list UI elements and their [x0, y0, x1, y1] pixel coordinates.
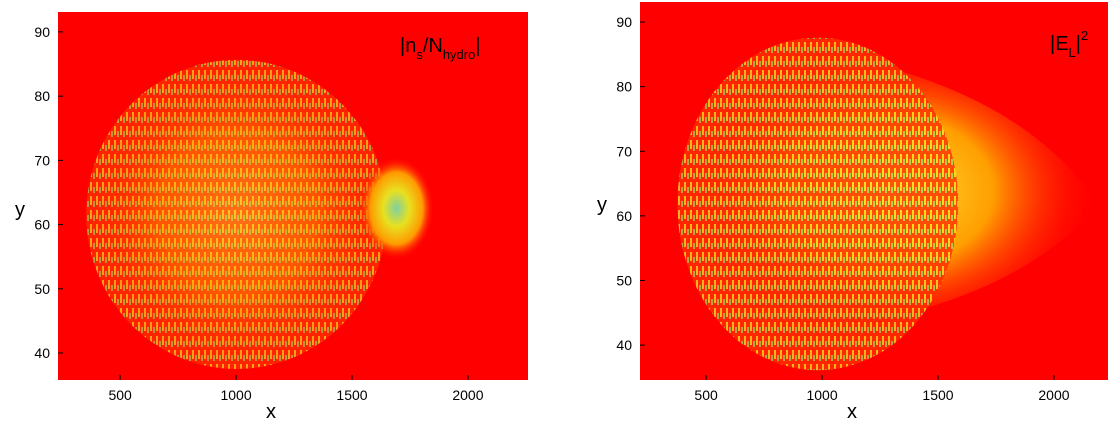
- y-tick-label: 70: [616, 143, 632, 159]
- y-tick-label: 50: [616, 272, 632, 288]
- y-tick-label: 40: [34, 345, 50, 361]
- y-tick-label: 80: [34, 88, 50, 104]
- y-tick-label: 90: [34, 24, 50, 40]
- x-tick-label: 2000: [452, 387, 483, 403]
- panel-title: |EL|2: [1050, 28, 1088, 60]
- y-tick-label: 50: [34, 281, 50, 297]
- y-tick-label: 70: [34, 152, 50, 168]
- y-tick-label: 90: [616, 14, 632, 30]
- y-axis-label: y: [597, 194, 607, 216]
- y-tick-label: 60: [616, 208, 632, 224]
- plume-tip: [358, 156, 434, 260]
- x-tick-label: 500: [694, 387, 718, 403]
- y-tick-label: 40: [616, 337, 632, 353]
- plume: [677, 37, 959, 371]
- x-axis-label: x: [266, 401, 276, 423]
- x-axis-label: x: [847, 401, 857, 423]
- x-tick-label: 500: [108, 387, 132, 403]
- x-tick-label: 1000: [220, 387, 251, 403]
- x-tick-label: 1500: [922, 387, 953, 403]
- x-tick-label: 2000: [1038, 387, 1069, 403]
- x-tick-label: 1000: [806, 387, 837, 403]
- y-axis-label: y: [15, 199, 25, 221]
- x-tick-label: 1500: [336, 387, 367, 403]
- panel-title: |ns/Nhydro|: [400, 35, 481, 62]
- y-tick-label: 80: [616, 79, 632, 95]
- y-tick-label: 60: [34, 217, 50, 233]
- plume-glow: [76, 52, 397, 377]
